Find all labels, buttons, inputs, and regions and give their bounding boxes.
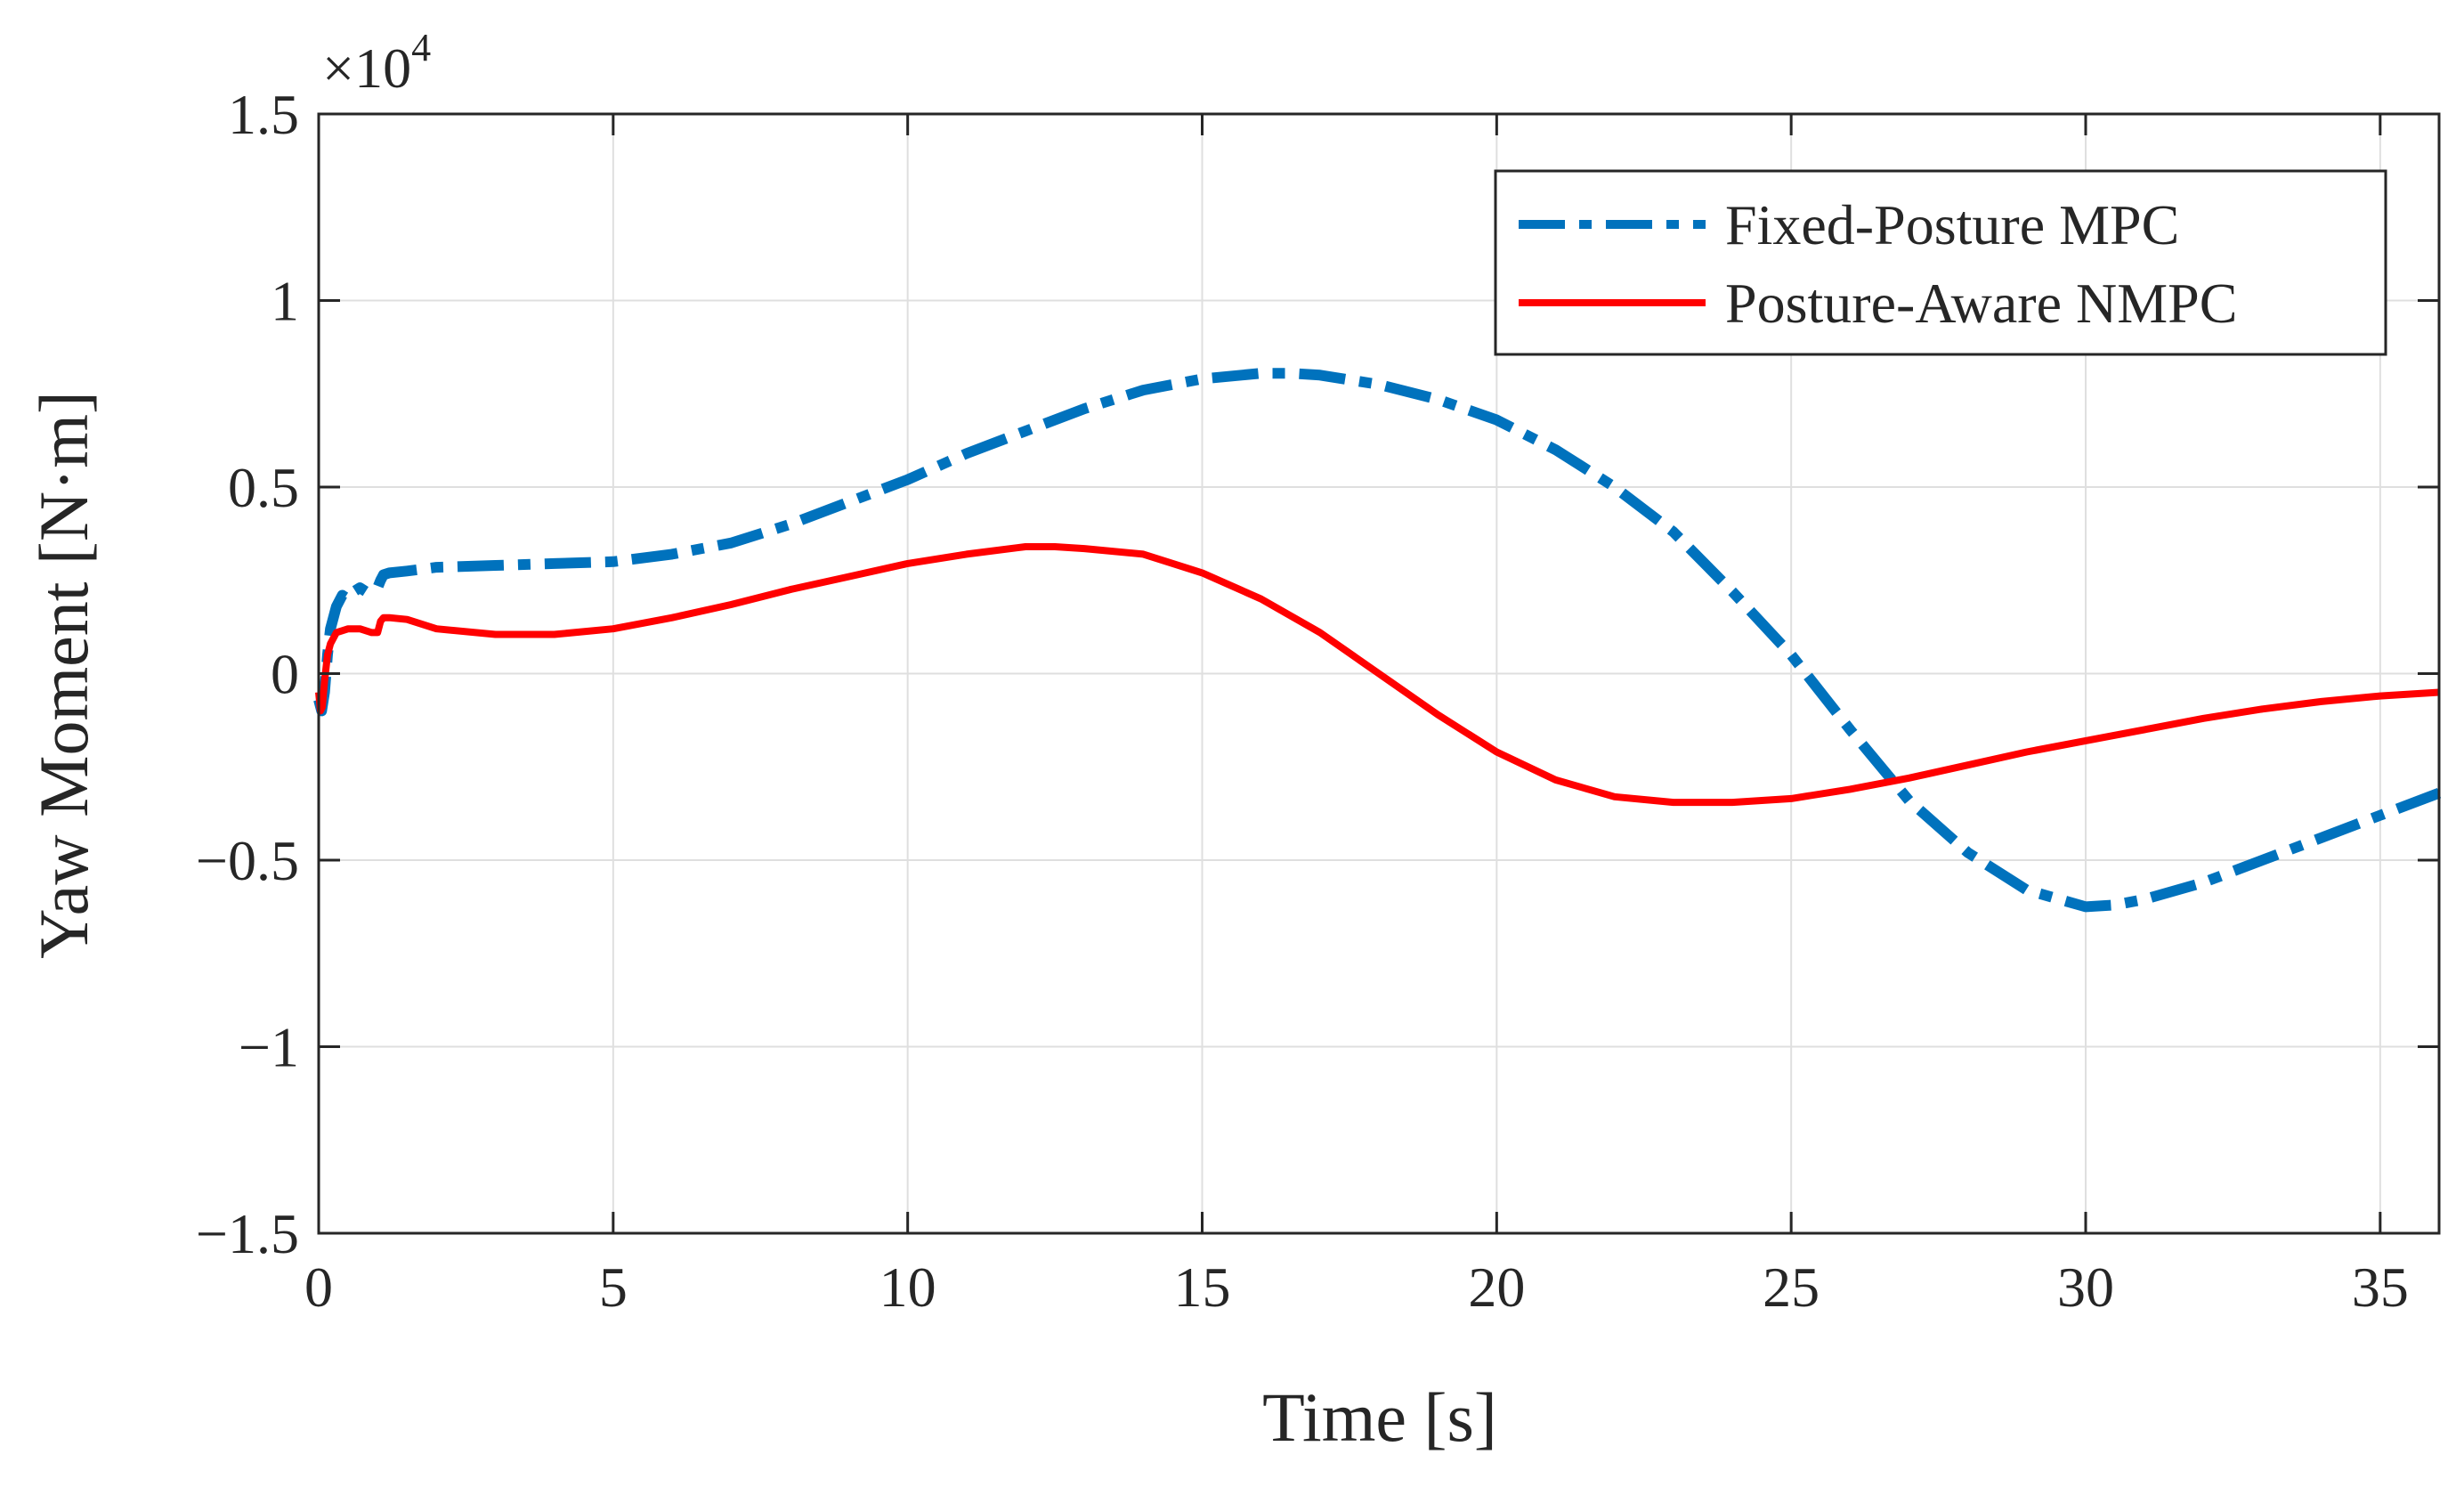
y-tick-label: 1.5 (228, 83, 299, 146)
y-tick-label: 0.5 (228, 456, 299, 519)
legend-label-posture-aware-nmpc: Posture-Aware NMPC (1725, 272, 2237, 335)
y-tick-label: 0 (271, 643, 299, 706)
legend-label-fixed-posture-mpc: Fixed-Posture MPC (1725, 193, 2179, 256)
x-tick-label: 35 (2352, 1255, 2409, 1319)
x-tick-label: 25 (1763, 1255, 1820, 1319)
legend: Fixed-Posture MPC Posture-Aware NMPC (1494, 169, 2387, 356)
y-axis-exponent: ×104 (322, 26, 431, 100)
legend-box (1494, 169, 2387, 356)
x-tick-label: 30 (2057, 1255, 2114, 1319)
series-line-posture-aware-nmpc (315, 543, 2440, 807)
x-tick-label: 20 (1468, 1255, 1525, 1319)
axis-ticks (317, 112, 2439, 1235)
x-tick-label: 15 (1174, 1255, 1231, 1319)
x-tick-labels: 0 5 10 15 20 25 30 35 (304, 1255, 2409, 1319)
y-tick-labels: −1.5 −1 −0.5 0 0.5 1 1.5 (196, 83, 299, 1265)
x-tick-label: 0 (304, 1255, 333, 1319)
x-tick-label: 5 (599, 1255, 628, 1319)
y-tick-label: −0.5 (196, 829, 299, 892)
series-layer (313, 368, 2442, 913)
y-exponent-base: ×10 (322, 37, 411, 100)
y-axis-label: Yaw Moment [N·m] (25, 391, 102, 959)
y-tick-label: −1 (239, 1016, 299, 1079)
y-exponent-power: 4 (411, 26, 431, 69)
y-tick-label: −1.5 (196, 1202, 299, 1265)
series-line-fixed-posture-mpc (313, 368, 2442, 913)
x-axis-label: Time [s] (1262, 1378, 1497, 1456)
y-tick-label: 1 (271, 270, 299, 333)
x-tick-label: 10 (879, 1255, 936, 1319)
